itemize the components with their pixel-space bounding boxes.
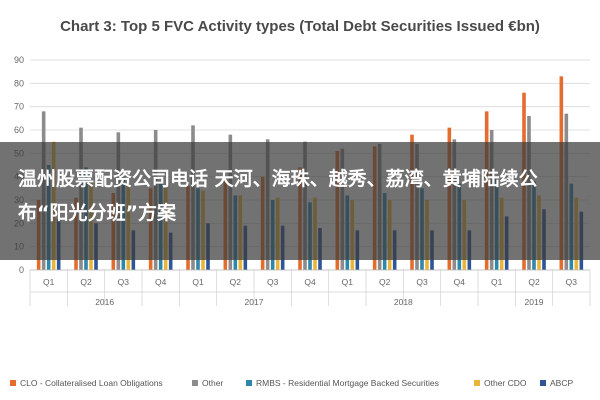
x-year-label: 2018: [394, 297, 413, 307]
x-tick-label: Q3: [416, 277, 428, 287]
legend-swatch: [540, 380, 546, 386]
legend-swatch: [246, 380, 252, 386]
legend-item: ABCP: [540, 378, 573, 388]
x-year-label: 2016: [95, 297, 114, 307]
y-tick-label: 0: [19, 265, 24, 275]
y-tick-label: 60: [14, 125, 24, 135]
legend-item: CLO - Collateralised Loan Obligations: [10, 378, 163, 388]
x-tick-label: Q1: [491, 277, 503, 287]
legend-label: CLO - Collateralised Loan Obligations: [20, 378, 163, 388]
legend-label: ABCP: [550, 378, 574, 388]
overlay-headline[interactable]: 温州股票配资公司电话 天河、海珠、越秀、荔湾、黄埔陆续公布“阳光分班”方案: [18, 168, 538, 224]
legend-label: Other CDO: [484, 378, 527, 388]
x-tick-label: Q4: [304, 277, 316, 287]
x-tick-label: Q1: [43, 277, 55, 287]
x-tick-label: Q2: [528, 277, 540, 287]
x-tick-label: Q1: [192, 277, 204, 287]
legend: CLO - Collateralised Loan Obligations Oth…: [10, 378, 600, 394]
chart-title: Chart 3: Top 5 FVC Activity types (Total…: [60, 18, 540, 35]
legend-swatch: [474, 380, 480, 386]
x-year-label: 2017: [245, 297, 264, 307]
x-tick-label: Q4: [155, 277, 167, 287]
legend-item: Other CDO: [474, 378, 527, 388]
y-tick-label: 80: [14, 78, 24, 88]
x-tick-label: Q3: [566, 277, 578, 287]
legend-swatch: [10, 380, 16, 386]
x-tick-label: Q3: [118, 277, 130, 287]
legend-item: Other: [192, 378, 223, 388]
x-year-label: 2019: [525, 297, 544, 307]
overlay-banner[interactable]: 温州股票配资公司电话 天河、海珠、越秀、荔湾、黄埔陆续公布“阳光分班”方案: [0, 142, 600, 260]
y-tick-label: 90: [14, 55, 24, 65]
x-tick-label: Q1: [342, 277, 354, 287]
x-axis: Q1 Q2 Q3 Q4 Q1 Q2 Q3 Q4 Q1 Q2 Q3 Q4 Q1 Q2 Q3 2016 2017 20…: [29, 269, 591, 307]
legend-label: RMBS - Residential Mortgage Backed Secur…: [256, 378, 439, 388]
y-tick-label: 70: [14, 102, 24, 112]
legend-item: RMBS - Residential Mortgage Backed Secur…: [246, 378, 439, 388]
x-tick-label: Q3: [267, 277, 279, 287]
legend-label: Other: [202, 378, 224, 388]
x-tick-label: Q2: [80, 277, 92, 287]
x-tick-label: Q2: [230, 277, 242, 287]
legend-swatch: [192, 380, 198, 386]
x-tick-label: Q4: [454, 277, 466, 287]
x-tick-label: Q2: [379, 277, 391, 287]
